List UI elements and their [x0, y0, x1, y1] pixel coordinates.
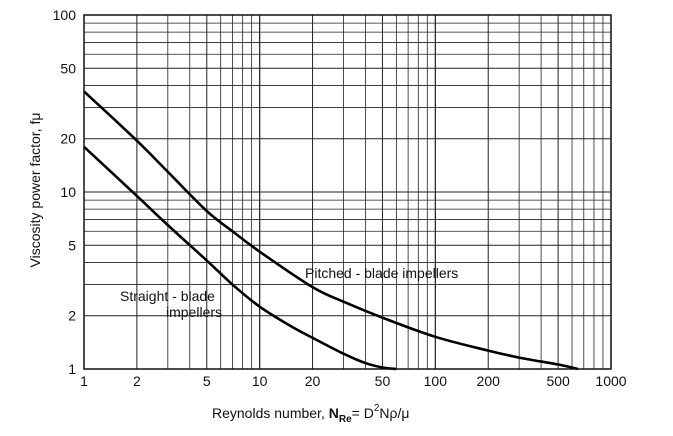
x-axis-label-rest: Nρ/μ — [379, 405, 409, 421]
x-axis-label: Reynolds number, NRe= D2Nρ/μ — [212, 403, 409, 425]
curves — [83, 90, 579, 371]
x-tick-labels: 1 2 5 10 20 50 100 200 500 1000 — [80, 373, 627, 389]
grid — [84, 15, 611, 369]
x-tick-label: 20 — [305, 373, 321, 389]
x-axis-label-symbol: N — [329, 405, 339, 421]
series-label-pitched: Pitched - blade impellers — [305, 265, 458, 281]
x-tick-label: 200 — [477, 373, 501, 389]
series-label-straight-line1: Straight - blade — [120, 288, 215, 304]
x-tick-label: 10 — [252, 373, 268, 389]
x-axis-label-subscript: Re — [339, 414, 352, 425]
y-tick-label: 1 — [68, 361, 76, 377]
series-line-straight-blade — [83, 145, 397, 371]
series-label-straight-line2: impellers — [166, 304, 222, 320]
x-axis-label-prefix: Reynolds number, — [212, 405, 329, 421]
y-tick-label: 100 — [53, 7, 77, 23]
x-axis-label-superscript: 2 — [374, 403, 380, 414]
x-axis-label-equals: = D — [352, 405, 374, 421]
x-tick-label: 1000 — [595, 373, 626, 389]
y-tick-labels: 1 2 5 10 20 50 100 — [53, 7, 77, 377]
y-axis-label: Viscosity power factor, fμ — [27, 113, 43, 268]
x-tick-label: 2 — [133, 373, 141, 389]
x-tick-label: 500 — [546, 373, 570, 389]
series-line-pitched-blade — [83, 90, 579, 371]
y-tick-label: 5 — [68, 237, 76, 253]
plot-frame — [83, 14, 612, 370]
y-tick-label: 2 — [68, 308, 76, 324]
y-tick-label: 50 — [60, 60, 76, 76]
x-tick-label: 100 — [424, 373, 448, 389]
y-tick-label: 20 — [60, 131, 76, 147]
x-tick-label: 5 — [203, 373, 211, 389]
x-tick-label: 50 — [375, 373, 391, 389]
y-tick-label: 10 — [60, 184, 76, 200]
x-tick-label: 1 — [80, 373, 88, 389]
